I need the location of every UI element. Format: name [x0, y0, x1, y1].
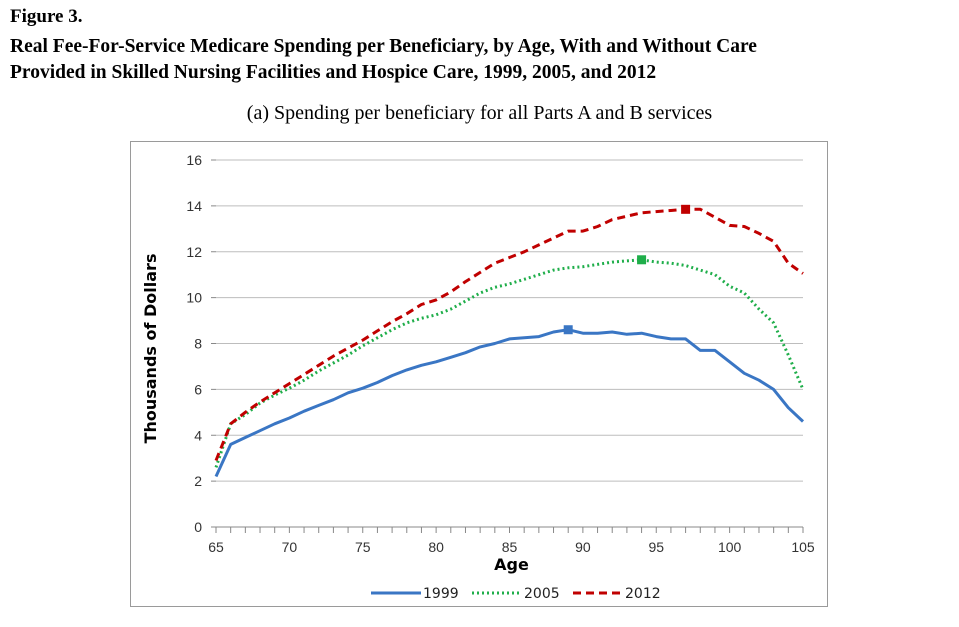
series-line-1999 [214, 328, 805, 478]
y-axis-title: Thousands of Dollars [141, 254, 160, 444]
y-tick-label: 12 [186, 244, 202, 260]
x-axis-title: Age [494, 555, 529, 574]
y-tick-label: 0 [194, 519, 202, 535]
y-tick-label: 16 [186, 152, 202, 168]
figure-label: Figure 3. [10, 6, 83, 27]
x-tick-label: 105 [791, 539, 815, 555]
series-line-2012 [214, 207, 804, 462]
y-tick-label: 2 [194, 473, 202, 489]
x-tick-label: 65 [208, 539, 224, 555]
x-tick-label: 90 [575, 539, 591, 555]
series-line-2005 [214, 258, 805, 468]
figure-title-line-2: Provided in Skilled Nursing Facilities a… [10, 62, 657, 83]
x-tick-label: 75 [355, 539, 371, 555]
x-tick-label: 85 [502, 539, 518, 555]
y-tick-label: 4 [194, 427, 202, 443]
series-marker-2012 [681, 204, 691, 214]
y-tick-label: 6 [194, 381, 202, 397]
chart-subtitle: (a) Spending per beneficiary for all Par… [246, 102, 713, 124]
chart-frame: 0 2 4 6 8 10 12 14 16 65 70 75 80 85 90 95 100 105 Age Thou… [130, 141, 828, 607]
x-tick-label: 95 [648, 539, 664, 555]
y-tick-label: 14 [186, 198, 202, 214]
legend-label-2005: 2005 [524, 586, 560, 602]
figure-title-line-1: Real Fee-For-Service Medicare Spending p… [10, 36, 757, 57]
x-tick-label: 100 [718, 539, 742, 555]
legend-label-1999: 1999 [423, 586, 459, 602]
series-marker-2005 [637, 255, 647, 265]
x-tick-label: 80 [428, 539, 444, 555]
line-chart: 0 2 4 6 8 10 12 14 16 65 70 75 80 85 90 95 100 105 Age Thou… [141, 152, 815, 602]
y-tick-label: 10 [186, 290, 202, 306]
legend-label-2012: 2012 [625, 586, 661, 602]
y-tick-label: 8 [194, 336, 202, 352]
x-tick-label: 70 [282, 539, 298, 555]
series-marker-1999 [563, 325, 573, 335]
figure-title: Real Fee-For-Service Medicare Spending p… [10, 34, 950, 86]
